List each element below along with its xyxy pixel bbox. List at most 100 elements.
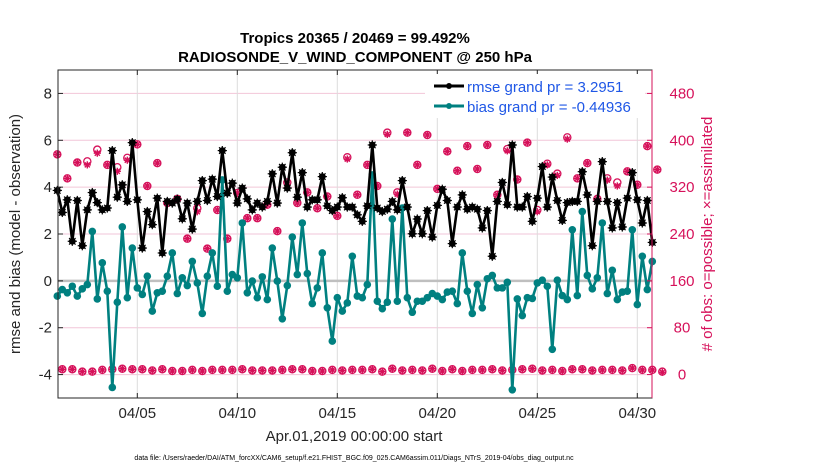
rmse-point-spike	[128, 138, 136, 147]
bias-point	[538, 276, 547, 284]
rmse-point	[367, 140, 377, 150]
rmse-point	[277, 162, 287, 172]
obs-assimilated-marker	[503, 147, 511, 155]
rmse-point-spike	[593, 197, 601, 206]
asterisk-stroke	[609, 366, 616, 373]
bias-point	[388, 215, 397, 223]
asterisk-stroke	[484, 141, 491, 149]
bias-point	[263, 295, 272, 304]
asterisk-stroke	[74, 159, 81, 166]
rmse-point-spike	[423, 206, 431, 215]
obs-assimilated-marker	[268, 366, 276, 375]
bias-point	[348, 252, 357, 261]
y-axis-label-left: rmse and bias (model - observation)	[7, 114, 24, 354]
obs-assimilated-marker	[548, 366, 556, 374]
obs-assimilated-marker	[68, 365, 76, 373]
bias-point	[288, 233, 297, 241]
rmse-point-spike	[643, 196, 651, 205]
obs-assimilated-marker	[658, 368, 666, 376]
rmse-point-spike	[478, 224, 486, 232]
rmse-point-spike	[78, 242, 86, 250]
rmse-point-spike	[518, 203, 526, 211]
rmse-point	[487, 251, 497, 261]
bias-point	[323, 304, 332, 312]
rmse-point	[172, 194, 182, 204]
rmse-point	[362, 201, 372, 211]
bias-point	[158, 287, 167, 295]
bias-point	[308, 299, 317, 308]
asterisk-stroke	[659, 369, 666, 376]
rmse-point-spike	[263, 197, 271, 206]
asterisk-stroke	[384, 131, 391, 138]
bias-point	[83, 280, 92, 289]
rmse-point-spike	[388, 197, 396, 206]
obs-assimilated-marker	[228, 366, 236, 374]
rmse-point	[312, 195, 322, 205]
rmse-point-spike	[118, 181, 126, 189]
obs-assimilated-marker	[558, 367, 566, 375]
rmse-point	[82, 205, 92, 215]
asterisk-stroke	[539, 367, 546, 374]
obs-assimilated-marker	[448, 365, 456, 373]
bias-point	[333, 293, 342, 302]
obs-assimilated-marker	[638, 366, 646, 374]
bias-point	[98, 259, 107, 267]
asterisk-stroke	[564, 136, 571, 143]
asterisk-stroke	[319, 368, 326, 375]
rmse-point	[242, 194, 252, 204]
rmse-point	[147, 220, 157, 230]
asterisk-stroke	[89, 368, 96, 375]
rmse-point-spike	[393, 206, 401, 214]
bias-point	[508, 386, 517, 394]
asterisk-stroke	[569, 366, 576, 373]
rmse-point	[422, 205, 432, 216]
bias-point	[633, 300, 642, 309]
asterisk-stroke	[94, 150, 101, 157]
y-right-tick-label: 320	[669, 179, 694, 196]
obs-assimilated-marker	[273, 227, 281, 235]
bias-point	[613, 295, 622, 304]
legend-bias-label: bias grand pr = -0.44936	[467, 99, 631, 116]
asterisk-stroke	[504, 147, 511, 154]
rmse-point-spike	[53, 186, 61, 195]
obs-assimilated-marker	[563, 135, 571, 143]
rmse-point	[267, 169, 277, 179]
rmse-point	[437, 184, 447, 194]
rmse-point-spike	[618, 223, 626, 231]
rmse-point	[557, 215, 567, 226]
rmse-point	[617, 222, 627, 232]
y-right-tick-label: 240	[669, 226, 694, 243]
asterisk-stroke	[274, 228, 281, 235]
obs-assimilated-marker	[188, 366, 196, 374]
rmse-point-spike	[353, 211, 361, 219]
asterisk-stroke	[414, 161, 421, 168]
rmse-point-spike	[158, 249, 166, 257]
rmse-point-spike	[298, 168, 306, 177]
obs-assimilated-marker	[368, 365, 376, 373]
asterisk-stroke	[424, 131, 431, 139]
obs-assimilated-marker	[218, 366, 226, 374]
rmse-point-spike	[603, 197, 611, 206]
obs-assimilated-marker	[413, 161, 421, 169]
bias-point	[638, 252, 647, 261]
rmse-point-spike	[213, 192, 221, 201]
asterisk-stroke	[379, 368, 386, 375]
rmse-point	[262, 196, 272, 207]
obs-assimilated-marker	[423, 131, 431, 139]
rmse-point	[597, 157, 607, 167]
bias-point	[338, 307, 347, 315]
asterisk-stroke	[429, 365, 436, 372]
bias-point	[103, 287, 112, 295]
obs-assimilated-marker	[238, 365, 246, 373]
bias-point	[303, 269, 312, 278]
asterisk-stroke	[289, 366, 296, 373]
rmse-point-spike	[483, 206, 491, 215]
asterisk-stroke	[169, 368, 176, 375]
asterisk-stroke	[344, 155, 351, 163]
bias-point	[198, 309, 207, 318]
obs-assimilated-marker	[168, 367, 176, 375]
right-y-axis-ticks: 0 80 160 240 320 400 480	[647, 85, 695, 384]
obs-assimilated-marker	[588, 366, 596, 375]
rmse-point-spike	[633, 196, 641, 204]
asterisk-stroke	[269, 367, 276, 374]
